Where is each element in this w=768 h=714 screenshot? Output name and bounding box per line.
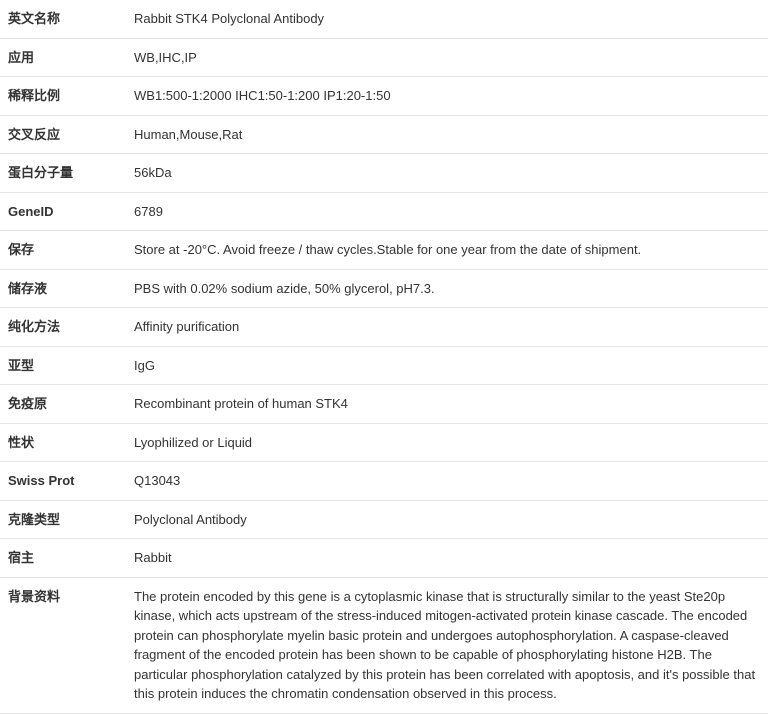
row-label: 储存液: [0, 269, 126, 308]
row-value: 56kDa: [126, 154, 768, 193]
table-row: GeneID6789: [0, 192, 768, 231]
row-label: 应用: [0, 38, 126, 77]
table-row: 稀释比例WB1:500-1:2000 IHC1:50-1:200 IP1:20-…: [0, 77, 768, 116]
row-label: GeneID: [0, 192, 126, 231]
row-label: 背景资料: [0, 577, 126, 713]
table-row: 储存液PBS with 0.02% sodium azide, 50% glyc…: [0, 269, 768, 308]
row-value: Polyclonal Antibody: [126, 500, 768, 539]
table-row: 性状Lyophilized or Liquid: [0, 423, 768, 462]
row-value: Lyophilized or Liquid: [126, 423, 768, 462]
table-row: 克隆类型Polyclonal Antibody: [0, 500, 768, 539]
row-value: Rabbit STK4 Polyclonal Antibody: [126, 0, 768, 38]
row-label: 宿主: [0, 539, 126, 578]
row-label: 性状: [0, 423, 126, 462]
table-row: 英文名称Rabbit STK4 Polyclonal Antibody: [0, 0, 768, 38]
table-row: 亚型IgG: [0, 346, 768, 385]
table-row: 应用WB,IHC,IP: [0, 38, 768, 77]
spec-table-body: 英文名称Rabbit STK4 Polyclonal Antibody应用WB,…: [0, 0, 768, 713]
table-row: 保存Store at -20°C. Avoid freeze / thaw cy…: [0, 231, 768, 270]
row-value: IgG: [126, 346, 768, 385]
row-value: 6789: [126, 192, 768, 231]
row-value: Rabbit: [126, 539, 768, 578]
row-label: 克隆类型: [0, 500, 126, 539]
row-value: The protein encoded by this gene is a cy…: [126, 577, 768, 713]
row-label: Swiss Prot: [0, 462, 126, 501]
row-label: 交叉反应: [0, 115, 126, 154]
row-value: WB,IHC,IP: [126, 38, 768, 77]
table-row: 交叉反应Human,Mouse,Rat: [0, 115, 768, 154]
row-label: 蛋白分子量: [0, 154, 126, 193]
row-value: Human,Mouse,Rat: [126, 115, 768, 154]
table-row: Swiss ProtQ13043: [0, 462, 768, 501]
spec-table: 英文名称Rabbit STK4 Polyclonal Antibody应用WB,…: [0, 0, 768, 714]
row-label: 英文名称: [0, 0, 126, 38]
table-row: 蛋白分子量56kDa: [0, 154, 768, 193]
row-value: Q13043: [126, 462, 768, 501]
row-label: 保存: [0, 231, 126, 270]
table-row: 背景资料The protein encoded by this gene is …: [0, 577, 768, 713]
table-row: 纯化方法Affinity purification: [0, 308, 768, 347]
row-label: 纯化方法: [0, 308, 126, 347]
row-value: PBS with 0.02% sodium azide, 50% glycero…: [126, 269, 768, 308]
row-value: Affinity purification: [126, 308, 768, 347]
row-label: 亚型: [0, 346, 126, 385]
row-label: 免疫原: [0, 385, 126, 424]
row-label: 稀释比例: [0, 77, 126, 116]
row-value: WB1:500-1:2000 IHC1:50-1:200 IP1:20-1:50: [126, 77, 768, 116]
table-row: 宿主Rabbit: [0, 539, 768, 578]
table-row: 免疫原Recombinant protein of human STK4: [0, 385, 768, 424]
row-value: Store at -20°C. Avoid freeze / thaw cycl…: [126, 231, 768, 270]
row-value: Recombinant protein of human STK4: [126, 385, 768, 424]
